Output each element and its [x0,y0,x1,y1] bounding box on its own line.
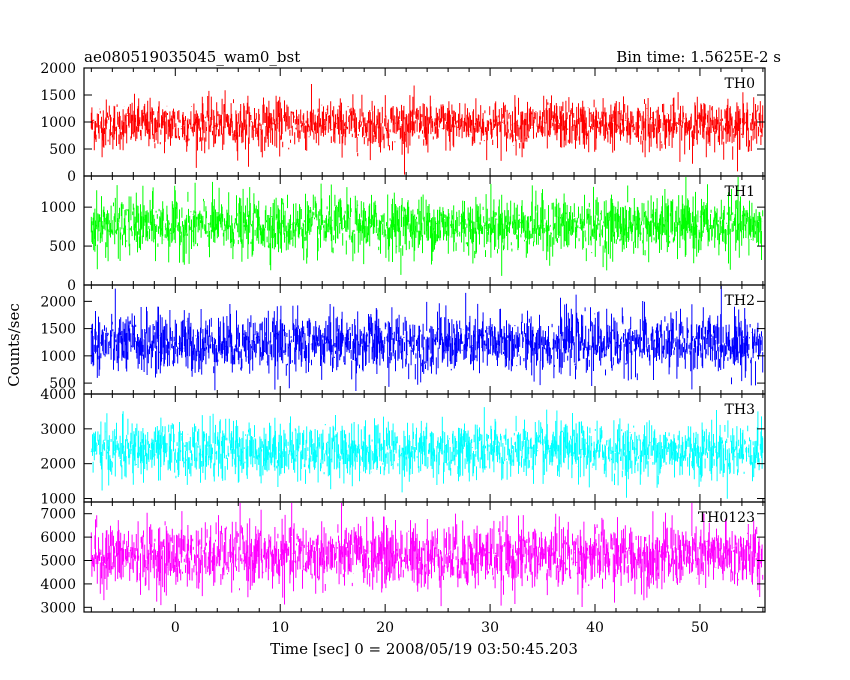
y-tick-label: 4000 [40,387,76,403]
panel-th3: 1000 2000 3000 4000 TH3 [40,387,766,508]
x-tick-label: 50 [691,620,709,636]
panel-frame [83,501,766,613]
y-tick-label: 6000 [40,530,76,546]
y-tick-label: 500 [49,239,76,255]
y-tick-label: 1000 [40,200,76,216]
x-tick-label: 20 [376,620,394,636]
panel-th0: 0 500 1000 1500 2000 TH0 [40,61,766,185]
series-th2 [90,286,764,391]
y-tick-label: 3000 [40,422,76,438]
x-tick-label: 40 [586,620,604,636]
x-tick-label: 10 [271,620,289,636]
panel-label-th0123: TH0123 [698,510,755,526]
y-tick-label: 0 [67,278,76,294]
x-tick-label: 30 [481,620,499,636]
bin-time-label: Bin time: 1.5625E-2 s [616,48,781,66]
series-th0 [90,84,764,175]
y-tick-label: 2000 [40,61,76,77]
y-tick-label: 1000 [40,492,76,508]
y-tick-label: 500 [49,142,76,158]
y-tick-label: 1000 [40,115,76,131]
series-th3 [90,407,764,499]
panel-th2: 500 1000 1500 2000 TH2 [40,284,766,395]
panel-label-th3: TH3 [725,402,755,418]
y-tick-label: 2000 [40,294,76,310]
y-tick-label: 4000 [40,577,76,593]
panel-th1: 0 500 1000 TH1 [40,175,766,294]
y-tick-label: 1500 [40,322,76,338]
y-tick-label: 5000 [40,554,76,570]
panel-label-th1: TH1 [725,184,755,200]
y-tick-label: 1500 [40,88,76,104]
y-axis-label: Counts/sec [5,303,23,387]
panel-label-th2: TH2 [725,293,755,309]
y-tick-label: 500 [49,376,76,392]
series-th1 [90,177,764,276]
x-axis-label: Time [sec] 0 = 2008/05/19 03:50:45.203 [270,640,578,658]
panel-th0123: 3000 4000 5000 6000 7000 TH0123 [40,501,766,616]
series-th0123 [90,503,764,607]
chart-title: ae080519035045_wam0_bst [84,48,300,66]
y-tick-label: 7000 [40,507,76,523]
y-tick-label: 1000 [40,349,76,365]
y-tick-label: 3000 [40,600,76,616]
chart-panels: 0500100015002000TH005001000TH15001000150… [40,61,766,636]
y-tick-label: 0 [67,169,76,185]
x-tick-label: 0 [171,620,180,636]
y-tick-label: 2000 [40,457,76,473]
panel-label-th0: TH0 [725,76,755,92]
